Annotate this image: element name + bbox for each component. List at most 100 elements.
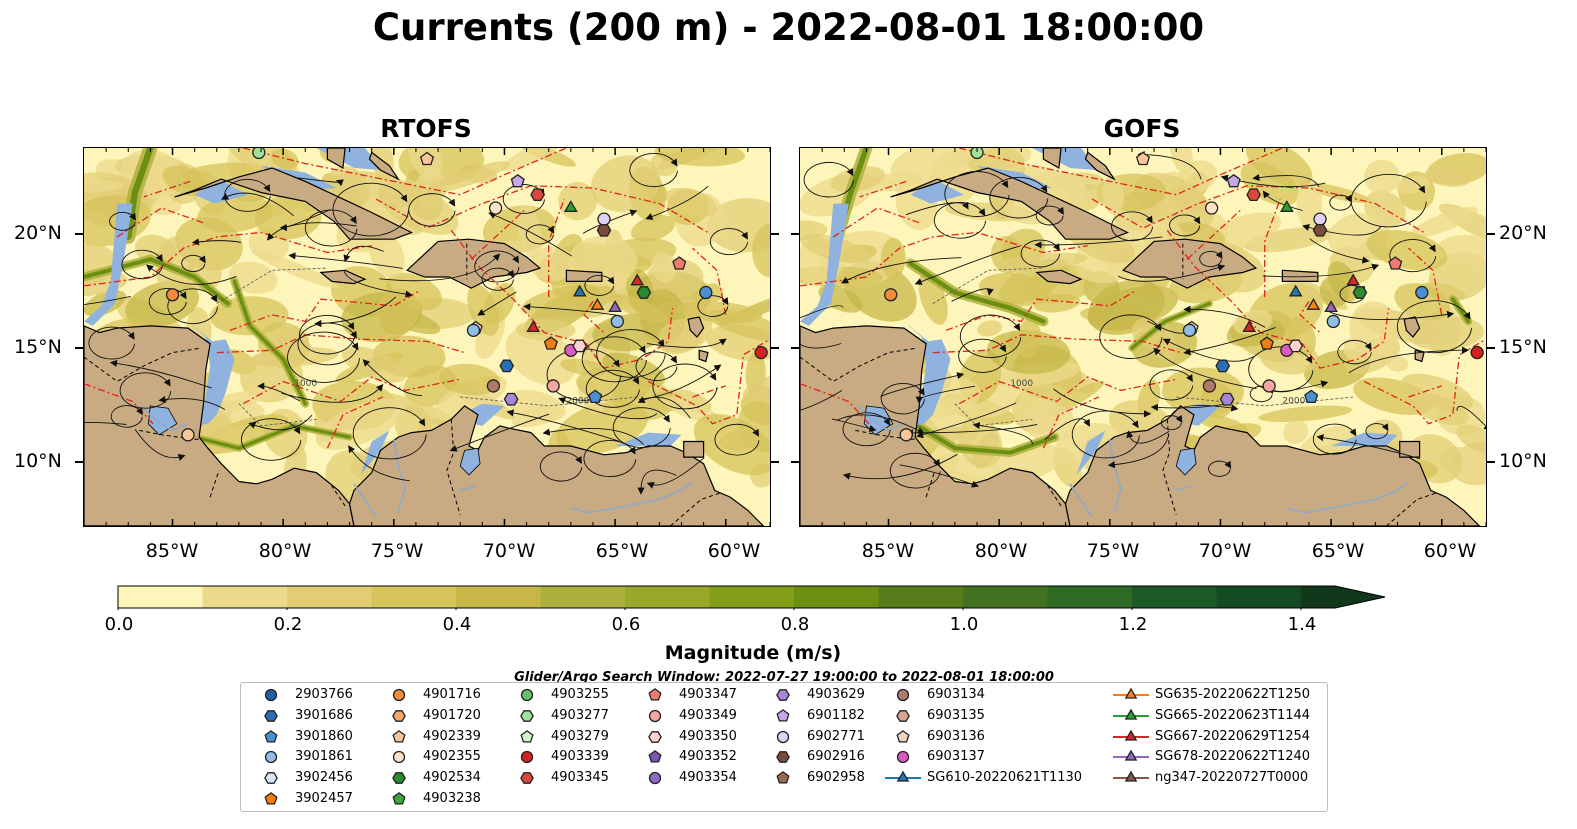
streamline: [281, 384, 384, 403]
legend-label: 4903347: [679, 687, 737, 702]
land-lesser-ant: [687, 316, 705, 338]
eez-boundary: [945, 289, 1137, 331]
streamline: [645, 185, 709, 220]
streamline: [1053, 388, 1152, 418]
shelf-area: [1076, 430, 1106, 475]
eez-boundary: [143, 180, 191, 198]
legend-marker: [520, 751, 534, 764]
legend-marker-icon: [776, 730, 790, 743]
streamline: [539, 451, 583, 482]
legend-marker: [648, 750, 662, 763]
legend-marker-icon: [776, 708, 790, 722]
xtick-right-75w: 75°W: [1086, 540, 1140, 562]
eez-boundary: [243, 148, 567, 196]
country-border: [800, 347, 918, 383]
streamline: [84, 422, 127, 425]
legend-marker: [896, 709, 910, 722]
shelf-area: [615, 432, 682, 446]
streamline: [1034, 236, 1163, 249]
float-markers-layer: [884, 148, 1484, 442]
ytick-mark: [75, 233, 83, 235]
float-marker: [252, 148, 266, 160]
streamline: [915, 385, 976, 404]
float-marker: [1182, 323, 1197, 337]
bathymetry-contour: [238, 403, 317, 427]
legend-marker-icon: [264, 709, 278, 722]
float-marker: [1204, 201, 1219, 215]
eez-boundary: [832, 207, 922, 238]
streamline: [558, 397, 658, 420]
float-marker: [1306, 297, 1321, 310]
float-marker: [636, 286, 652, 299]
xtick-left-60w: 60°W: [707, 540, 761, 562]
land-puerto-rico: [565, 269, 603, 282]
streamline: [889, 452, 941, 489]
xtick-right-60w: 60°W: [1423, 540, 1477, 562]
legend-label: 4903350: [679, 728, 737, 744]
streamline: [959, 314, 1022, 358]
float-marker: [1352, 286, 1368, 299]
legend-marker-icon: [520, 772, 534, 785]
eez-boundary: [470, 209, 525, 260]
streamline: [343, 245, 384, 263]
float-marker: [1326, 314, 1340, 329]
streamline: [1170, 404, 1239, 417]
eez-boundary: [84, 383, 156, 427]
ytick-mark: [1487, 461, 1495, 463]
float-marker: [486, 379, 501, 393]
legend-marker: [392, 772, 406, 785]
shelf-area: [904, 321, 951, 426]
streamline: [1044, 418, 1090, 440]
colorbar-segment: [1047, 586, 1133, 608]
legend-marker: [896, 688, 910, 702]
river: [1286, 480, 1410, 514]
streamline: [1208, 460, 1232, 477]
legend-marker: [648, 730, 662, 743]
land-layer: [84, 148, 765, 526]
float-marker: [530, 188, 545, 202]
colorbar-segment: [456, 586, 541, 608]
legend-marker-icon: [1113, 687, 1149, 699]
colorbar-segment: [625, 586, 710, 608]
streamline: [1396, 300, 1472, 354]
streamline: [714, 423, 760, 456]
streamline: [109, 359, 212, 389]
float-marker: [1346, 273, 1361, 286]
colorbar-segment: [287, 586, 372, 608]
streamline: [110, 405, 143, 428]
colorbar-tick-0-4: 0.4: [442, 614, 472, 635]
streamline: [248, 414, 313, 431]
legend-marker-icon: [896, 709, 910, 722]
streamline: [506, 409, 620, 442]
legend-marker: [776, 730, 790, 743]
legend-marker-icon: [520, 751, 534, 764]
float-marker: [165, 288, 180, 302]
legend-marker: [520, 772, 534, 785]
float-marker: [181, 428, 195, 442]
xtick-right-65w: 65°W: [1311, 540, 1365, 562]
legend-label: 4903354: [679, 770, 737, 786]
land-layer: [800, 148, 1481, 526]
streamline: [1389, 239, 1437, 273]
ytick-mark: [771, 461, 779, 463]
legend-marker-icon: [520, 729, 534, 743]
legend-marker-icon: [1113, 749, 1149, 762]
float-marker: [1470, 345, 1484, 360]
legend-label: SG635-20220622T1250: [1155, 687, 1311, 702]
streamline: [1262, 263, 1380, 278]
eez-boundary: [1091, 185, 1425, 234]
streamline: [293, 176, 344, 187]
streamline: [914, 245, 1020, 285]
eez-boundary: [1408, 247, 1443, 315]
float-marker: [1262, 379, 1276, 393]
streamline: [119, 372, 172, 409]
shelf-area: [194, 179, 248, 204]
streamline: [916, 402, 1017, 439]
ytick-mark: [771, 347, 779, 349]
legend-marker: [264, 751, 278, 764]
legend-marker-icon: [392, 729, 406, 743]
streamline: [1107, 436, 1169, 469]
river: [570, 480, 694, 514]
streamline: [646, 457, 705, 489]
legend-label: 6903135: [927, 707, 985, 723]
